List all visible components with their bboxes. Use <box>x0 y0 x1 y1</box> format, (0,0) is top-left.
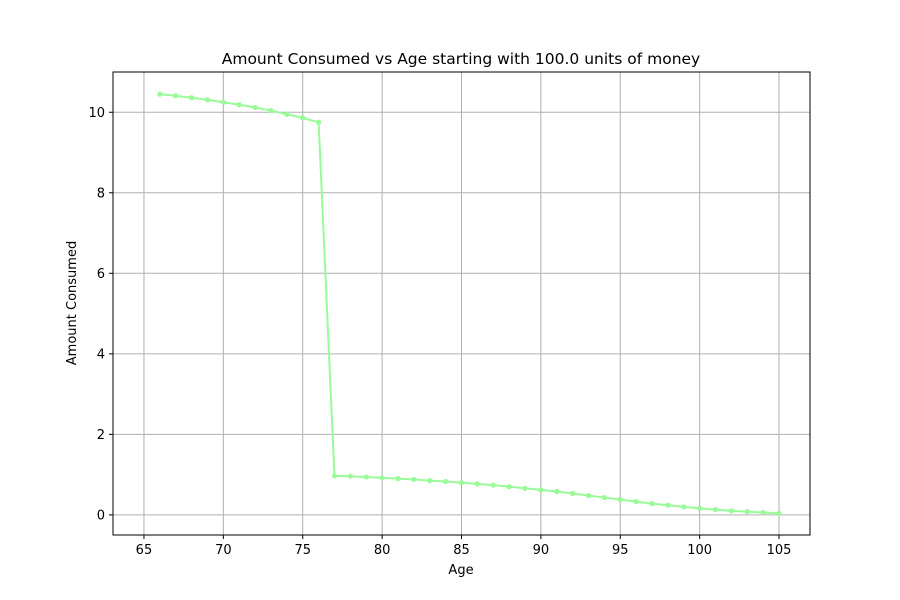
x-tick-label: 65 <box>136 543 153 558</box>
data-point <box>379 475 385 481</box>
data-point <box>697 505 703 512</box>
data-point <box>633 498 639 505</box>
grid <box>113 72 810 535</box>
data-point <box>427 478 433 484</box>
data-point <box>776 510 782 516</box>
x-tick-label: 80 <box>374 543 391 558</box>
data-point <box>331 473 338 479</box>
data-point <box>458 480 465 486</box>
data-point <box>570 490 576 497</box>
data-point <box>760 509 766 516</box>
y-tick-label: 10 <box>88 106 105 121</box>
data-point <box>316 119 322 125</box>
x-tick-label: 105 <box>767 543 792 558</box>
chart-title: Amount Consumed vs Age starting with 100… <box>222 50 700 68</box>
x-tick-label: 95 <box>612 543 629 558</box>
data-point <box>585 492 592 499</box>
data-point <box>443 478 449 485</box>
y-tick-label: 2 <box>97 428 105 443</box>
data-point <box>284 111 290 117</box>
data-point <box>252 104 258 111</box>
y-tick-label: 4 <box>97 347 105 362</box>
data-point <box>236 102 242 108</box>
data-point <box>411 476 417 483</box>
x-axis-label: Age <box>448 563 473 578</box>
data-point <box>601 494 607 501</box>
data-point <box>173 93 179 99</box>
series-layer <box>157 91 782 516</box>
y-axis-label: Amount Consumed <box>65 241 80 365</box>
data-point <box>157 91 163 97</box>
x-tick-label: 100 <box>687 543 712 558</box>
x-tick-label: 70 <box>215 543 232 558</box>
data-point <box>712 507 719 513</box>
y-tick-label: 6 <box>97 267 105 282</box>
data-point <box>649 500 655 507</box>
data-point <box>188 95 195 101</box>
data-point <box>490 482 496 488</box>
data-point <box>744 509 750 515</box>
y-tick-label: 8 <box>97 186 105 201</box>
data-point <box>395 476 401 482</box>
data-point <box>204 97 211 103</box>
data-point <box>617 496 623 503</box>
data-point <box>681 504 687 510</box>
data-point <box>363 474 369 480</box>
x-tick-label: 75 <box>294 543 311 558</box>
data-point <box>538 487 544 493</box>
data-point <box>665 502 671 508</box>
data-point <box>506 484 512 490</box>
ticks: 65 70 75 80 85 90 95 100 105 0 2 4 6 8 10 <box>88 106 791 558</box>
x-tick-label: 90 <box>533 543 550 558</box>
data-point <box>554 488 560 495</box>
data-point <box>347 473 353 479</box>
data-point <box>300 115 306 121</box>
data-point <box>522 485 528 491</box>
data-point <box>474 481 480 487</box>
data-point <box>268 108 274 114</box>
data-point <box>220 99 226 105</box>
x-tick-label: 85 <box>453 543 470 558</box>
series-line <box>159 93 780 515</box>
y-tick-label: 0 <box>97 508 105 523</box>
data-point <box>728 508 735 514</box>
